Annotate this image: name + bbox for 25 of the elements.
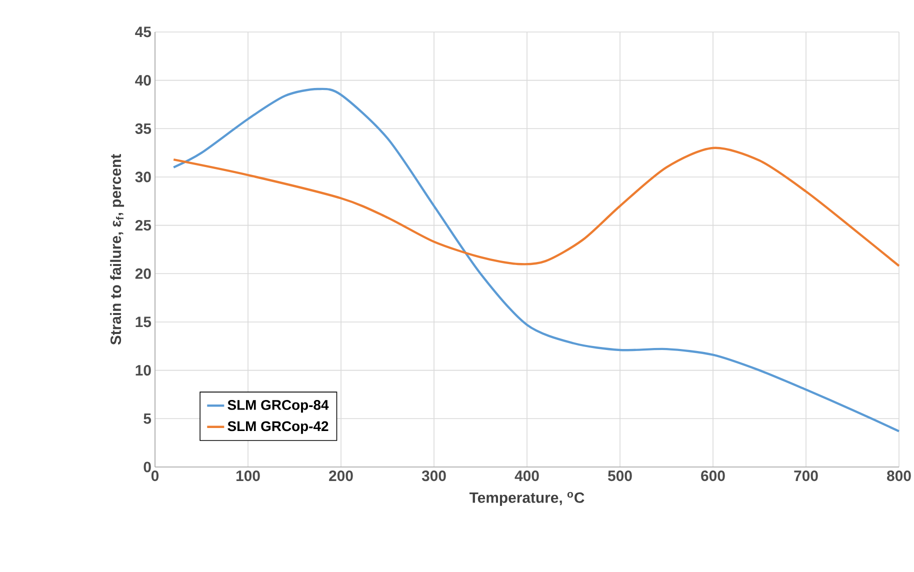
- y-tick-label: 35: [135, 123, 152, 134]
- line-series: [172, 88, 900, 432]
- x-tick-label: 800: [887, 470, 911, 482]
- x-tick-label: 400: [514, 470, 539, 482]
- x-tick-label: 500: [608, 470, 632, 482]
- x-tick-label: 600: [701, 470, 725, 482]
- x-tick-label: 700: [794, 470, 818, 482]
- legend-label: SLM GRCop-84: [228, 400, 329, 413]
- y-tick-label: 5: [144, 413, 152, 424]
- x-axis-title: Temperature, $^{o}$C: [469, 492, 584, 506]
- y-axis-title: Strain to failure, ε$_{f}$, percent: [110, 154, 124, 345]
- y-tick-label: 20: [135, 268, 151, 279]
- y-tick-label: 15: [136, 316, 152, 328]
- x-tick-label: 100: [236, 470, 260, 482]
- y-tick-label: 25: [135, 220, 152, 231]
- x-tick-label: 0: [151, 470, 159, 482]
- y-tick-label: 40: [135, 75, 151, 86]
- y-tick-label: 30: [135, 172, 151, 182]
- y-tick-label: 45: [135, 26, 152, 38]
- x-tick-label: 200: [329, 470, 353, 482]
- legend-label: SLM GRCop-42: [228, 421, 328, 434]
- y-tick-label: 10: [136, 365, 151, 376]
- y-tick-label: 0: [144, 462, 151, 472]
- line-series: [172, 146, 900, 268]
- x-tick-label: 300: [422, 470, 446, 482]
